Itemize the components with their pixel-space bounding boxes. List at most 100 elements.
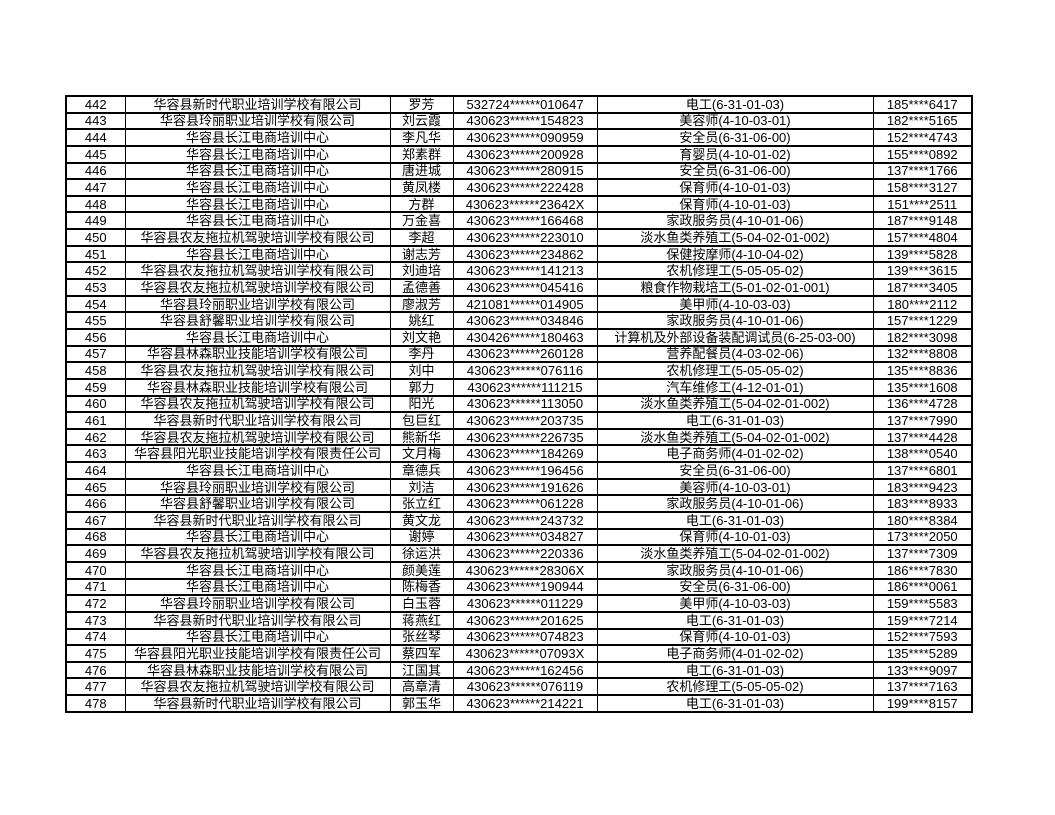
id-number-cell: 430623******234862 <box>452 244 598 264</box>
school-name-cell: 华容县农友拖拉机驾驶培训学校有限公司 <box>124 677 391 697</box>
table-row: 453 华容县农友拖拉机驾驶培训学校有限公司 孟德善 430623******0454… <box>65 278 973 297</box>
person-name-cell: 蒋燕红 <box>389 610 454 630</box>
occupation-cell: 美甲师(4-10-03-03) <box>596 294 874 314</box>
occupation-cell: 家政服务员(4-10-01-06) <box>596 494 874 513</box>
row-number-cell: 459 <box>65 377 126 397</box>
occupation-cell: 家政服务员(4-10-01-06) <box>596 560 874 580</box>
phone-number-cell: 183****8933 <box>872 494 973 513</box>
table-row: 466 华容县舒馨职业培训学校有限公司 张立红 430623******061228 家… <box>65 494 973 513</box>
school-name-cell: 华容县长江电商培训中心 <box>124 194 391 214</box>
id-number-cell: 430623******196456 <box>452 461 598 480</box>
row-number-cell: 444 <box>65 128 126 147</box>
occupation-cell: 育婴员(4-10-01-02) <box>596 144 874 164</box>
person-name-cell: 刘云霞 <box>389 111 454 131</box>
occupation-cell: 淡水鱼类养殖工(5-04-02-01-002) <box>596 544 874 563</box>
table-row: 446 华容县长江电商培训中心 唐进城 430623******280915 安全员(6… <box>65 161 973 181</box>
row-number-cell: 471 <box>65 577 126 597</box>
row-number-cell: 464 <box>65 461 126 480</box>
id-number-cell: 430623******223010 <box>452 228 598 247</box>
row-number-cell: 470 <box>65 560 126 580</box>
id-number-cell: 430623******191626 <box>452 477 598 497</box>
row-number-cell: 469 <box>65 544 126 563</box>
phone-number-cell: 186****7830 <box>872 560 973 580</box>
phone-number-cell: 133****9097 <box>872 660 973 680</box>
row-number-cell: 449 <box>65 211 126 231</box>
id-number-cell: 430623******23642X <box>452 194 598 214</box>
school-name-cell: 华容县农友拖拉机驾驶培训学校有限公司 <box>124 361 391 380</box>
person-name-cell: 李丹 <box>389 344 454 364</box>
table-row: 447 华容县长江电商培训中心 黄凤楼 430623******222428 保育师(4… <box>65 178 973 197</box>
person-name-cell: 廖淑芳 <box>389 294 454 314</box>
school-name-cell: 华容县农友拖拉机驾驶培训学校有限公司 <box>124 228 391 247</box>
school-name-cell: 华容县长江电商培训中心 <box>124 577 391 597</box>
id-number-cell: 430623******201625 <box>452 610 598 630</box>
occupation-cell: 保育师(4-10-01-03) <box>596 178 874 197</box>
person-name-cell: 文月梅 <box>389 444 454 464</box>
occupation-cell: 安全员(6-31-06-00) <box>596 128 874 147</box>
person-name-cell: 颜美莲 <box>389 560 454 580</box>
occupation-cell: 家政服务员(4-10-01-06) <box>596 311 874 330</box>
school-name-cell: 华容县农友拖拉机驾驶培训学校有限公司 <box>124 394 391 414</box>
school-name-cell: 华容县长江电商培训中心 <box>124 144 391 164</box>
training-records-table: 442 华容县新时代职业培训学校有限公司 罗芳 532724******010647 电… <box>65 95 973 713</box>
phone-number-cell: 152****4743 <box>872 128 973 147</box>
phone-number-cell: 187****3405 <box>872 278 973 297</box>
person-name-cell: 李凡华 <box>389 128 454 147</box>
school-name-cell: 华容县长江电商培训中心 <box>124 178 391 197</box>
school-name-cell: 华容县长江电商培训中心 <box>124 161 391 181</box>
school-name-cell: 华容县新时代职业培训学校有限公司 <box>124 610 391 630</box>
table-row: 465 华容县玲丽职业培训学校有限公司 刘洁 430623******191626 美容… <box>65 477 973 497</box>
phone-number-cell: 135****1608 <box>872 377 973 397</box>
id-number-cell: 430623******076116 <box>452 361 598 380</box>
row-number-cell: 442 <box>65 95 126 114</box>
occupation-cell: 保健按摩师(4-10-04-02) <box>596 244 874 264</box>
phone-number-cell: 132****8808 <box>872 344 973 364</box>
id-number-cell: 430623******074823 <box>452 627 598 647</box>
occupation-cell: 美容师(4-10-03-01) <box>596 111 874 131</box>
table-row: 451 华容县长江电商培训中心 谢志芳 430623******234862 保健按摩师… <box>65 244 973 264</box>
phone-number-cell: 136****4728 <box>872 394 973 414</box>
id-number-cell: 430623******190944 <box>452 577 598 597</box>
person-name-cell: 张丝琴 <box>389 627 454 647</box>
school-name-cell: 华容县长江电商培训中心 <box>124 211 391 231</box>
phone-number-cell: 182****3098 <box>872 327 973 347</box>
phone-number-cell: 139****3615 <box>872 261 973 281</box>
table-row: 477 华容县农友拖拉机驾驶培训学校有限公司 高章清 430623******0761… <box>65 677 973 697</box>
school-name-cell: 华容县长江电商培训中心 <box>124 244 391 264</box>
id-number-cell: 430623******07093X <box>452 644 598 663</box>
phone-number-cell: 180****2112 <box>872 294 973 314</box>
occupation-cell: 农机修理工(5-05-05-02) <box>596 677 874 697</box>
phone-number-cell: 158****3127 <box>872 178 973 197</box>
occupation-cell: 保育师(4-10-01-03) <box>596 527 874 547</box>
phone-number-cell: 137****7309 <box>872 544 973 563</box>
occupation-cell: 保育师(4-10-01-03) <box>596 627 874 647</box>
person-name-cell: 郭玉华 <box>389 694 454 713</box>
id-number-cell: 430623******280915 <box>452 161 598 181</box>
id-number-cell: 430623******113050 <box>452 394 598 414</box>
school-name-cell: 华容县农友拖拉机驾驶培训学校有限公司 <box>124 278 391 297</box>
occupation-cell: 美甲师(4-10-03-03) <box>596 594 874 613</box>
phone-number-cell: 138****0540 <box>872 444 973 464</box>
row-number-cell: 460 <box>65 394 126 414</box>
row-number-cell: 462 <box>65 427 126 447</box>
phone-number-cell: 152****7593 <box>872 627 973 647</box>
id-number-cell: 430623******28306X <box>452 560 598 580</box>
row-number-cell: 453 <box>65 278 126 297</box>
id-number-cell: 421081******014905 <box>452 294 598 314</box>
school-name-cell: 华容县新时代职业培训学校有限公司 <box>124 95 391 114</box>
school-name-cell: 华容县舒馨职业培训学校有限公司 <box>124 494 391 513</box>
row-number-cell: 457 <box>65 344 126 364</box>
row-number-cell: 472 <box>65 594 126 613</box>
table-row: 469 华容县农友拖拉机驾驶培训学校有限公司 徐运洪 430623******2203… <box>65 544 973 563</box>
phone-number-cell: 137****4428 <box>872 427 973 447</box>
id-number-cell: 430623******220336 <box>452 544 598 563</box>
table-row: 478 华容县新时代职业培训学校有限公司 郭玉华 430623******214221… <box>65 694 973 713</box>
person-name-cell: 孟德善 <box>389 278 454 297</box>
occupation-cell: 电工(6-31-01-03) <box>596 610 874 630</box>
id-number-cell: 430623******154823 <box>452 111 598 131</box>
table-row: 448 华容县长江电商培训中心 方群 430623******23642X 保育师(4-… <box>65 194 973 214</box>
occupation-cell: 电子商务师(4-01-02-02) <box>596 444 874 464</box>
occupation-cell: 电工(6-31-01-03) <box>596 95 874 114</box>
occupation-cell: 保育师(4-10-01-03) <box>596 194 874 214</box>
